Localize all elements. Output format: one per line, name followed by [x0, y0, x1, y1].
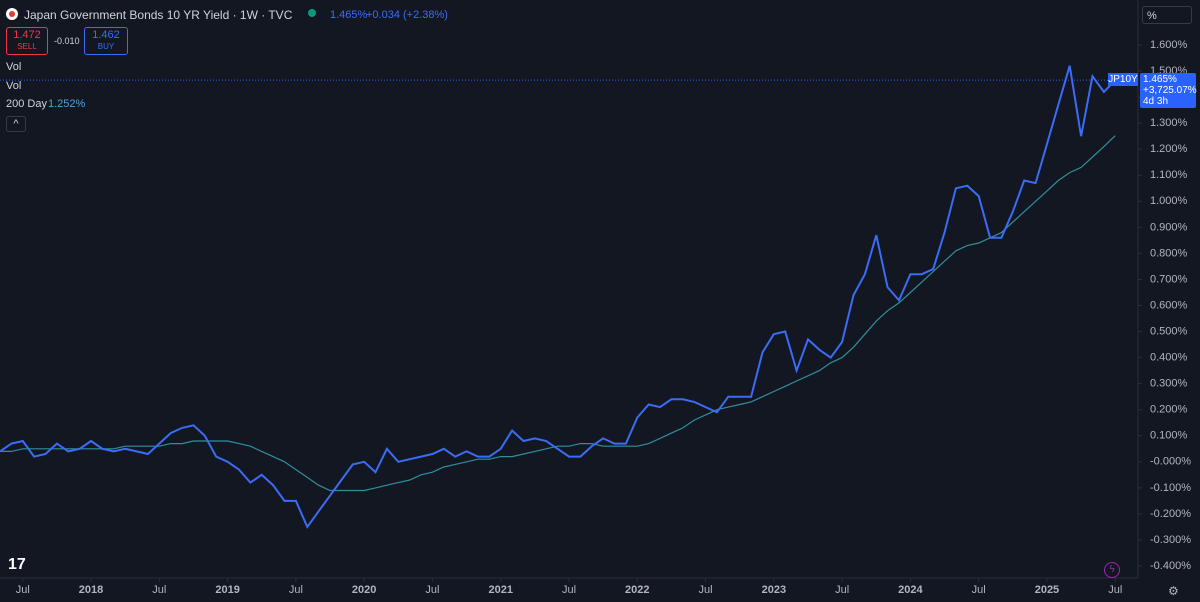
- indicator-label[interactable]: 200 Day: [6, 98, 47, 110]
- x-tick-label: Jul: [152, 584, 166, 596]
- indicator-value: 1.252%: [48, 98, 86, 110]
- symbol-tag: JP10Y: [1108, 73, 1138, 86]
- y-tick-label: 0.900%: [1150, 221, 1188, 233]
- sell-button[interactable]: 1.472 SELL: [6, 27, 48, 55]
- collapse-button[interactable]: ^: [6, 116, 26, 132]
- sell-label: SELL: [17, 42, 37, 51]
- y-tick-label: 1.600%: [1150, 39, 1188, 51]
- y-tick-label: 0.500%: [1150, 325, 1188, 337]
- x-tick-label: Jul: [289, 584, 303, 596]
- series-line: [0, 135, 1116, 492]
- y-tick-label: -0.300%: [1150, 534, 1191, 546]
- y-tick-label: 0.800%: [1150, 247, 1188, 259]
- flag-icon: [6, 8, 18, 20]
- buy-price: 1.462: [92, 29, 120, 41]
- symbol-title[interactable]: Japan Government Bonds 10 YR Yield · 1W …: [24, 8, 293, 22]
- x-tick-label: 2020: [352, 584, 376, 596]
- spread: -0.010: [54, 36, 80, 46]
- price-tag: 1.465% +3,725.07% 4d 3h: [1140, 73, 1197, 108]
- x-tick-label: Jul: [1108, 584, 1122, 596]
- status-dot: [308, 9, 316, 17]
- plot-area: [0, 65, 1138, 529]
- x-tick-label: Jul: [699, 584, 713, 596]
- tag-price: 1.465%: [1143, 74, 1177, 85]
- x-tick-label: Jul: [425, 584, 439, 596]
- y-tick-label: 0.600%: [1150, 299, 1188, 311]
- y-tick-label: 0.200%: [1150, 404, 1188, 416]
- x-tick-label: Jul: [562, 584, 576, 596]
- x-tick-label: 2023: [762, 584, 786, 596]
- indicator-label[interactable]: Vol: [6, 61, 22, 73]
- x-tick-label: 2021: [488, 584, 512, 596]
- price-change: +0.034 (+2.38%): [366, 9, 448, 21]
- y-tick-label: -0.200%: [1150, 508, 1191, 520]
- x-tick-label: 2024: [898, 584, 923, 596]
- last-price: 1.465%: [330, 9, 368, 21]
- x-tick-label: Jul: [16, 584, 30, 596]
- y-tick-label: 0.400%: [1150, 352, 1188, 364]
- y-tick-label: 1.200%: [1150, 143, 1188, 155]
- x-tick-label: Jul: [835, 584, 849, 596]
- y-tick-label: 1.100%: [1150, 169, 1188, 181]
- y-tick-label: 0.100%: [1150, 430, 1188, 442]
- axis-unit-button[interactable]: %: [1142, 6, 1192, 24]
- x-tick-label: 2019: [215, 584, 239, 596]
- lightning-button[interactable]: ϟ: [1104, 562, 1120, 578]
- indicator-label[interactable]: Vol: [6, 80, 22, 92]
- y-tick-label: 1.300%: [1150, 117, 1188, 129]
- tv-logo[interactable]: 17: [8, 556, 26, 573]
- tag-change: +3,725.07%: [1143, 85, 1197, 96]
- sell-price: 1.472: [13, 29, 41, 41]
- series-line: [0, 65, 1116, 529]
- settings-button[interactable]: ⚙: [1168, 584, 1179, 598]
- y-tick-label: 1.000%: [1150, 195, 1188, 207]
- y-tick-label: 0.700%: [1150, 273, 1188, 285]
- x-tick-label: 2022: [625, 584, 649, 596]
- x-tick-label: Jul: [972, 584, 986, 596]
- y-tick-label: -0.000%: [1150, 456, 1191, 468]
- x-tick-label: 2018: [79, 584, 103, 596]
- y-tick-label: 0.300%: [1150, 378, 1188, 390]
- y-tick-label: -0.400%: [1150, 560, 1191, 572]
- x-tick-label: 2025: [1035, 584, 1059, 596]
- buy-button[interactable]: 1.462 BUY: [84, 27, 128, 55]
- buy-label: BUY: [97, 42, 115, 51]
- y-tick-label: -0.100%: [1150, 482, 1191, 494]
- tag-countdown: 4d 3h: [1143, 96, 1169, 107]
